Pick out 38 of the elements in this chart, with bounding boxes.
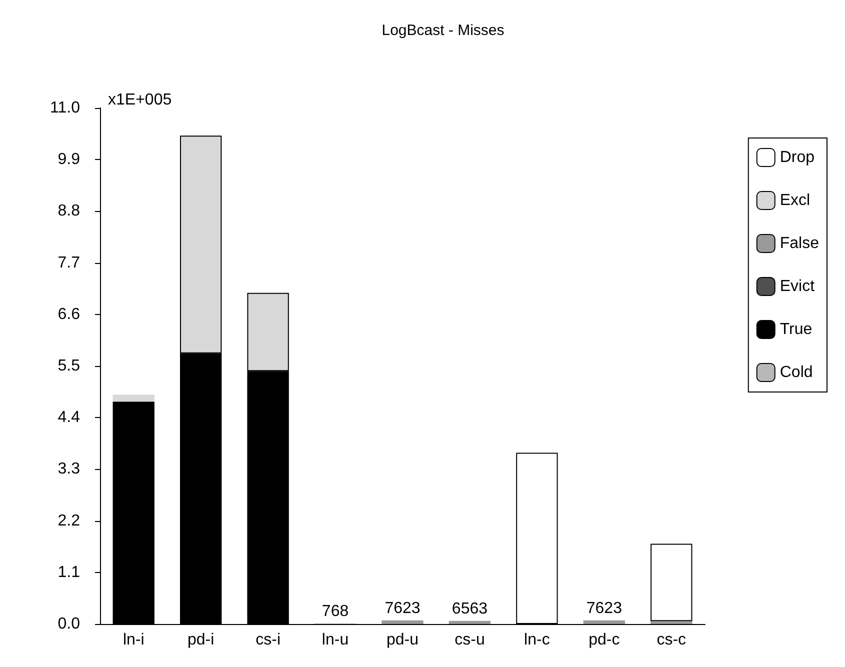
y-tick-label: 5.5 bbox=[58, 358, 80, 374]
bar bbox=[583, 620, 626, 624]
x-tick-label: ln-u bbox=[322, 632, 349, 648]
chart-title: LogBcast - Misses bbox=[382, 22, 504, 39]
bar bbox=[650, 544, 692, 622]
y-tick-label: 0.0 bbox=[58, 616, 80, 632]
bar bbox=[382, 620, 424, 624]
y-tick-label: 11.0 bbox=[50, 100, 80, 116]
y-tick-label: 3.3 bbox=[58, 460, 80, 478]
annotation: 7623 bbox=[384, 600, 420, 617]
x-tick-label: cs-u bbox=[454, 632, 485, 648]
y-tick-label: 8.8 bbox=[58, 202, 80, 220]
legend-label: Excl bbox=[780, 192, 810, 209]
y-tick-label: 1.1 bbox=[58, 564, 80, 581]
bar bbox=[448, 620, 491, 624]
annotation: x1E+005 bbox=[108, 92, 172, 108]
annotation: 768 bbox=[322, 603, 349, 620]
bar bbox=[112, 394, 154, 402]
x-tick-label: ln-i bbox=[122, 632, 144, 648]
x-tick-label: cs-i bbox=[256, 632, 280, 648]
x-tick-label: pd-i bbox=[187, 632, 214, 648]
x-tick-label: pd-u bbox=[386, 632, 419, 648]
bar bbox=[650, 621, 692, 624]
legend-label: Cold bbox=[780, 364, 813, 381]
y-tick-label: 2.2 bbox=[58, 512, 80, 530]
legend-label: Drop bbox=[780, 149, 815, 166]
y-tick-label: 6.6 bbox=[58, 306, 80, 323]
annotation: 7623 bbox=[586, 600, 622, 617]
legend-label: Evict bbox=[780, 278, 816, 295]
y-tick-label: 7.7 bbox=[58, 254, 80, 272]
x-tick-label: cs-c bbox=[656, 632, 686, 648]
y-tick-label: 9.9 bbox=[58, 151, 80, 168]
legend-label: False bbox=[780, 235, 820, 252]
annotation: 6563 bbox=[452, 600, 488, 618]
x-tick-label: ln-c bbox=[524, 632, 550, 648]
legend-label: True bbox=[780, 321, 812, 338]
y-tick-label: 4.4 bbox=[58, 409, 80, 426]
x-tick-label: pd-c bbox=[588, 632, 620, 648]
